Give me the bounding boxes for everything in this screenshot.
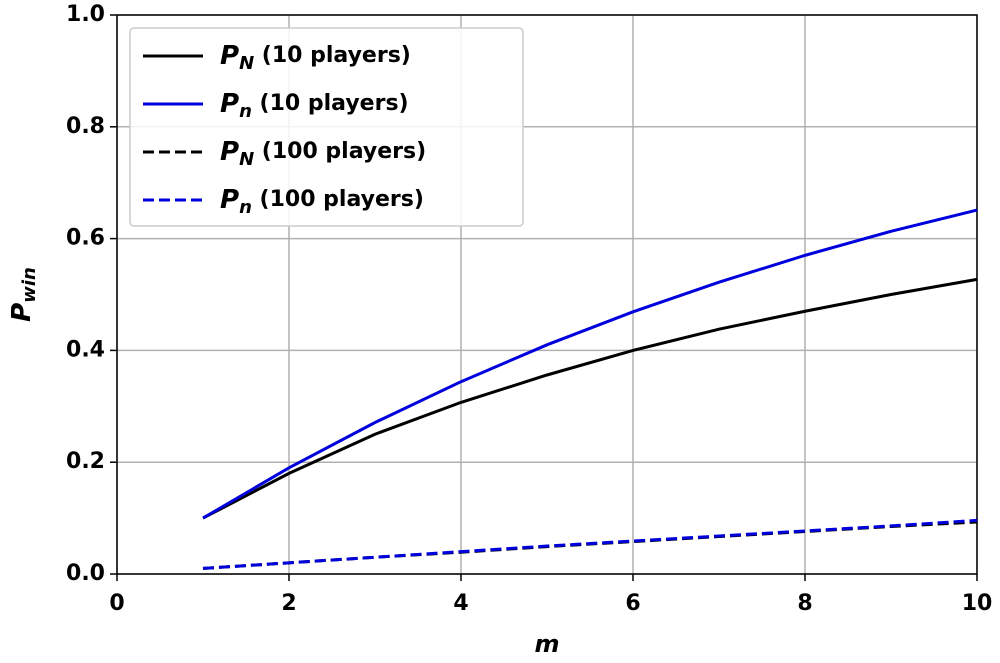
series-line [202,208,978,520]
plot-frame [116,14,978,575]
x-tick-label: 10 [962,591,993,616]
x-tick-label: 0 [109,591,124,616]
legend-box [129,27,524,227]
legend: PN (10 players) Pn (10 players) PN (100 pl… [129,27,524,227]
y-tick-label: 0.0 [66,561,105,586]
series-line [202,518,978,570]
x-tick-label: 4 [453,591,468,616]
y-tick-label: 0.6 [66,226,105,251]
x-tick-label: 2 [281,591,296,616]
y-axis-label: Pwin [7,267,41,322]
legend-label: Pn (100 players) [220,185,424,219]
y-tick-label: 1.0 [66,2,105,27]
y-tick-label: 0.8 [66,114,105,139]
legend-label: PN (100 players) [220,137,426,171]
series-line [202,277,978,520]
x-tick-label: 6 [625,591,640,616]
legend-label: PN (10 players) [220,41,411,75]
y-tick-label: 0.4 [66,337,105,362]
x-tick-label: 8 [797,591,812,616]
y-tick-label: 0.2 [66,449,105,474]
legend-label: Pn (10 players) [220,89,409,123]
x-axis-label: m [534,630,559,658]
